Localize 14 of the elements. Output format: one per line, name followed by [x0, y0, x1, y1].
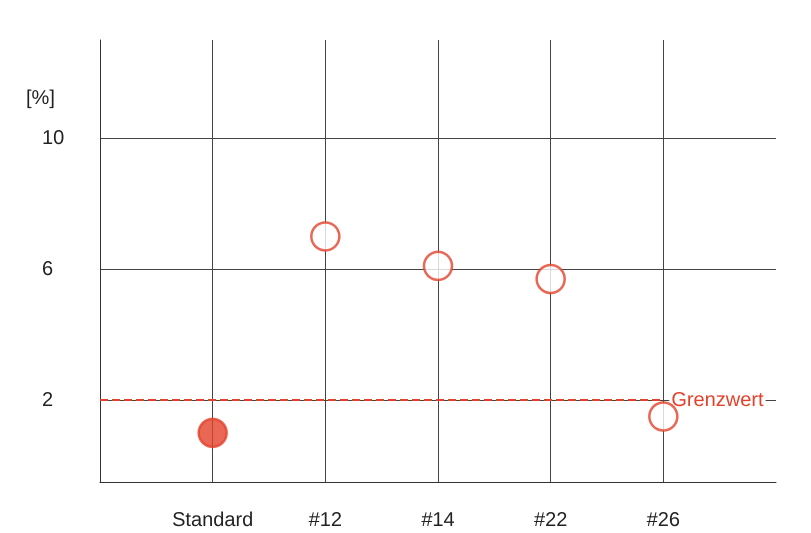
x-tick-label: Standard	[172, 509, 254, 531]
ref-line-label: Grenzwert	[671, 389, 764, 412]
point	[310, 221, 341, 252]
x-tick-label: #12	[308, 509, 342, 531]
y-tick-label: 6	[42, 258, 54, 280]
point	[197, 418, 228, 448]
x-tick-label: #14	[421, 509, 455, 531]
point	[535, 264, 566, 294]
x-tick-label: #22	[534, 509, 568, 531]
y-tick-label: 10	[42, 127, 64, 150]
y-tick-label: 2	[42, 389, 54, 412]
x-tick-label: #26	[646, 509, 680, 531]
y-axis-title: [%]	[26, 87, 55, 109]
point	[422, 250, 454, 282]
